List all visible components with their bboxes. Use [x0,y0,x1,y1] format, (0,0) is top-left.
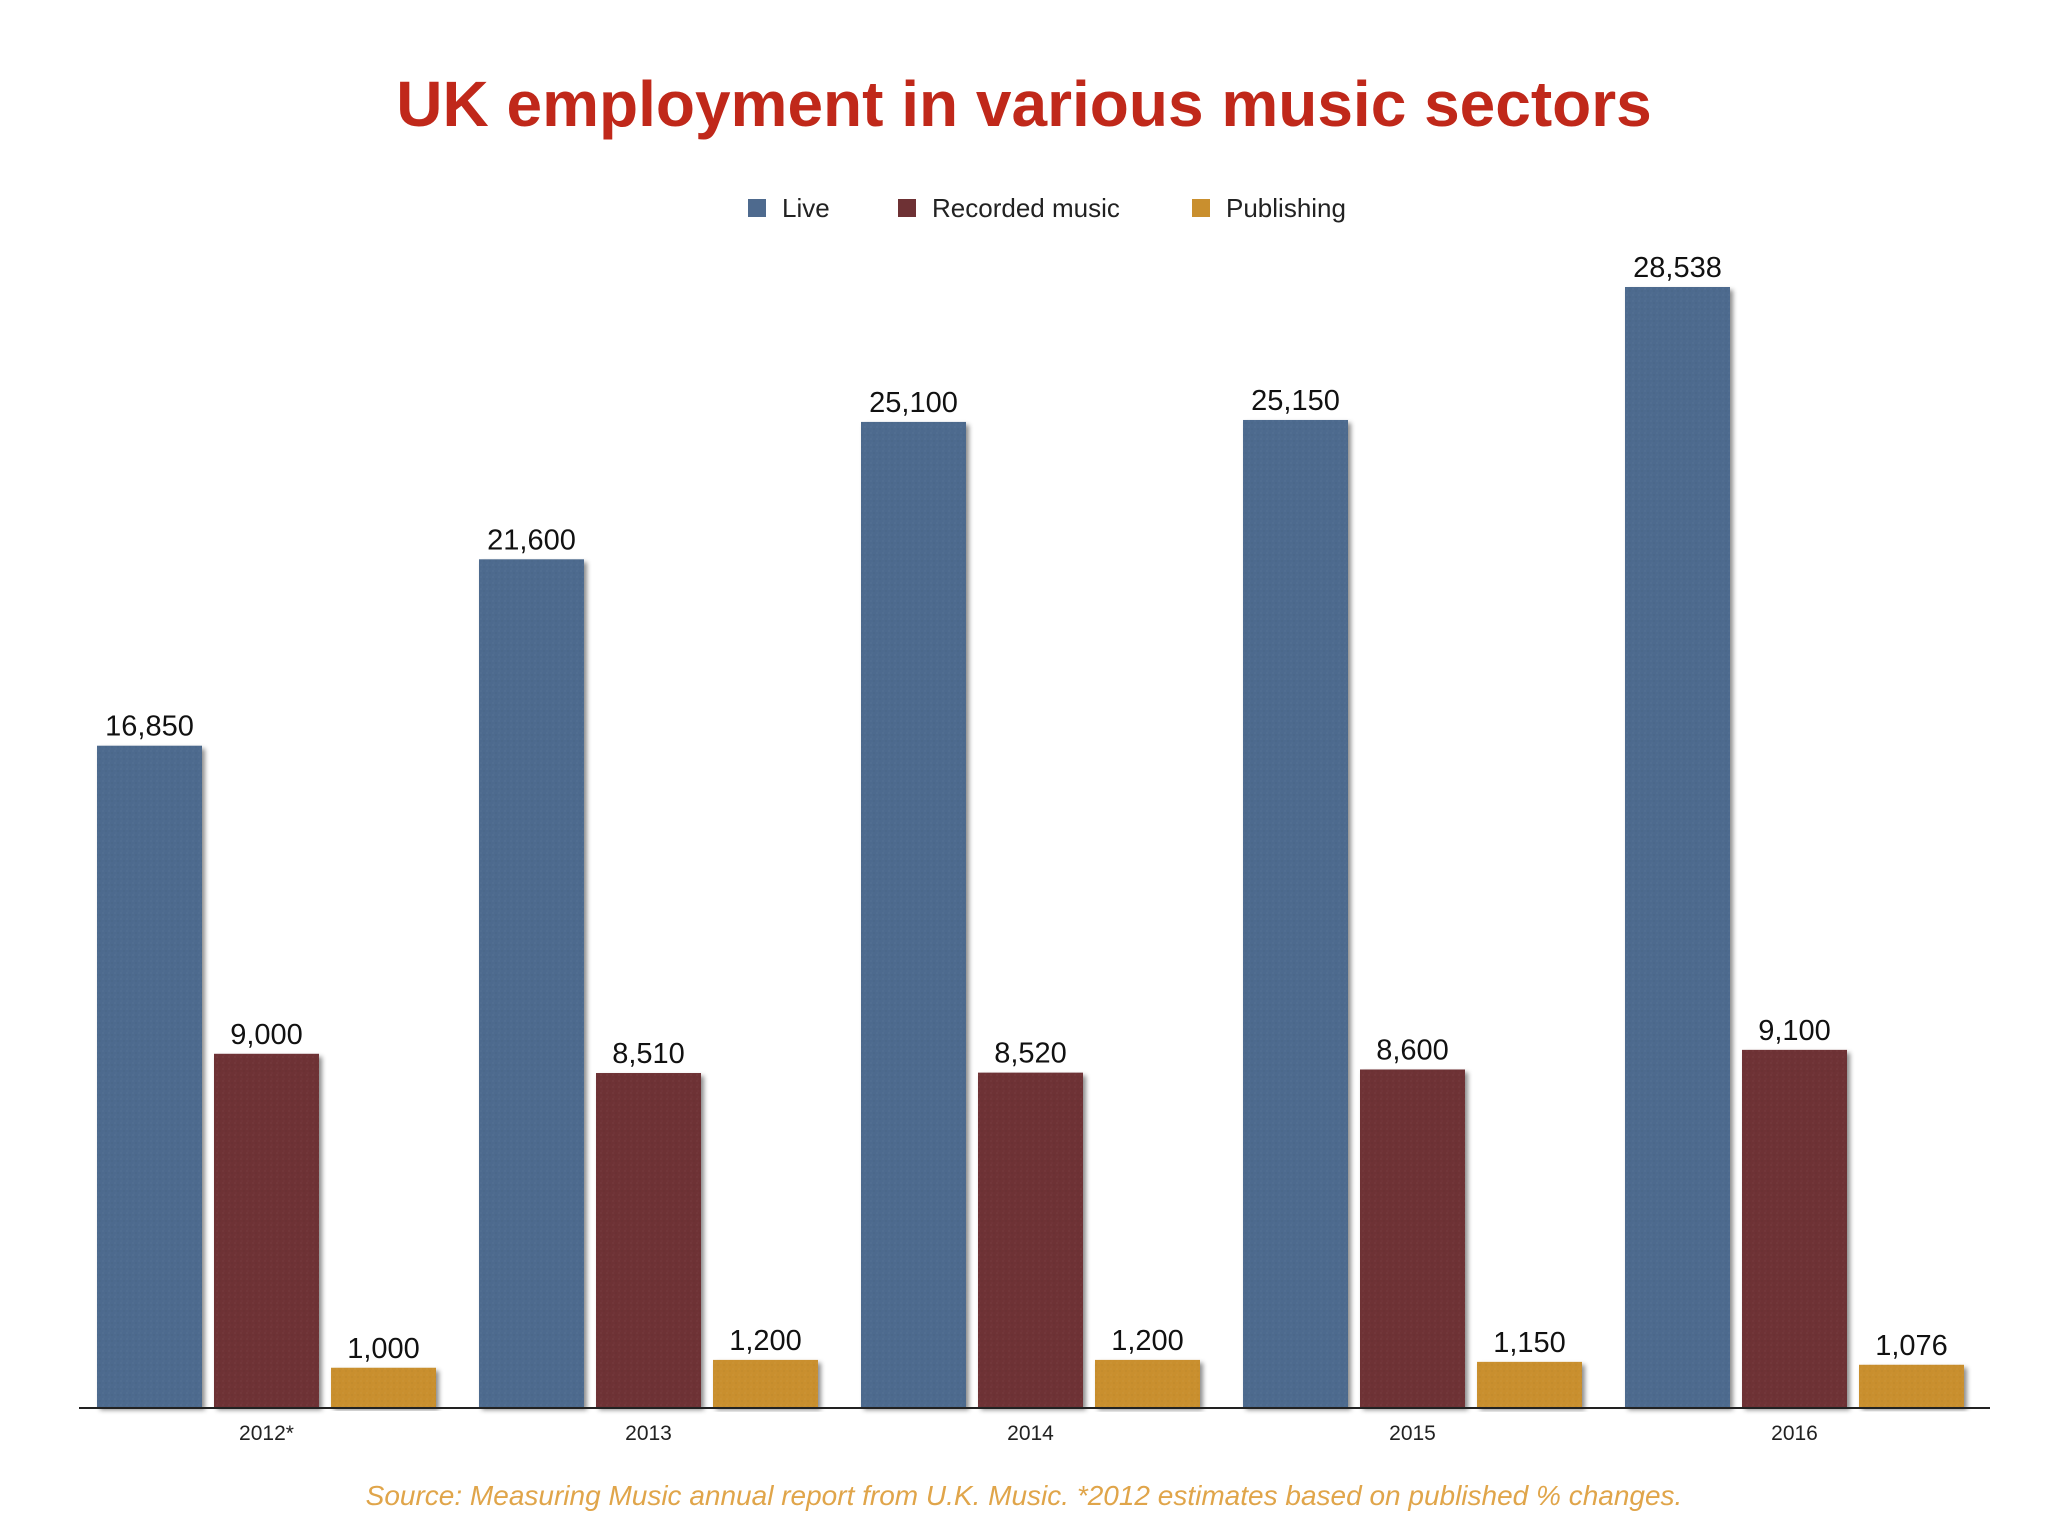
data-label-live-2014: 25,100 [869,387,958,419]
source-note: Source: Measuring Music annual report fr… [366,1480,1683,1511]
legend-swatch [1192,199,1210,217]
data-label-recorded-music-2014: 8,520 [994,1038,1067,1070]
data-label-publishing-2014: 1,200 [1111,1325,1184,1357]
bar-texture [214,1053,319,1407]
bars: 16,850 9,000 1,000 21,600 8,510 1,200 25,100 8,… [97,250,1964,1407]
bar-texture [331,1367,436,1407]
bar-texture [596,1073,701,1407]
x-axis-ticks: 2012* 2013 2014 2015 2016 [239,1422,1818,1445]
data-label-publishing-2012: 1,000 [347,1333,420,1365]
bar-texture [479,559,584,1407]
bar-texture [1360,1069,1465,1407]
legend: Live Recorded music Publishing [748,193,1346,223]
data-label-live-2012: 16,850 [105,711,194,743]
data-label-publishing-2015: 1,150 [1493,1327,1566,1359]
chart-title: UK employment in various music sectors [396,68,1652,140]
data-label-recorded-music-2015: 8,600 [1376,1034,1449,1066]
bar-texture [1243,419,1348,1407]
data-label-live-2013: 21,600 [487,524,576,556]
legend-swatch [748,199,766,217]
data-label-live-2016: 28,538 [1633,252,1722,284]
legend-label: Publishing [1226,193,1346,223]
data-label-publishing-2016: 1,076 [1875,1330,1948,1362]
data-label-live-2015: 25,150 [1251,385,1340,417]
legend-swatch [898,199,916,217]
legend-item-live: Live [748,193,830,223]
bar-texture [1625,287,1730,1407]
legend-item-publishing: Publishing [1192,193,1346,223]
bar-texture [1477,1361,1582,1407]
x-tick-label: 2012* [239,1422,294,1445]
x-tick-label: 2015 [1389,1422,1436,1445]
bar-texture [97,745,202,1407]
data-label-publishing-2013: 1,200 [729,1325,802,1357]
data-label-recorded-music-2012: 9,000 [230,1019,303,1051]
x-tick-label: 2013 [625,1422,672,1445]
data-label-recorded-music-2013: 8,510 [612,1038,685,1070]
bar-texture [1859,1364,1964,1407]
legend-label: Recorded music [932,193,1120,223]
bar-texture [1742,1049,1847,1407]
x-tick-label: 2016 [1771,1422,1818,1445]
legend-item-recorded-music: Recorded music [898,193,1120,223]
bar-texture [713,1359,818,1407]
x-tick-label: 2014 [1007,1422,1054,1445]
bar-texture [978,1072,1083,1407]
bar-texture [1095,1359,1200,1407]
legend-label: Live [782,193,830,223]
data-label-recorded-music-2016: 9,100 [1758,1015,1831,1047]
bar-texture [861,421,966,1407]
